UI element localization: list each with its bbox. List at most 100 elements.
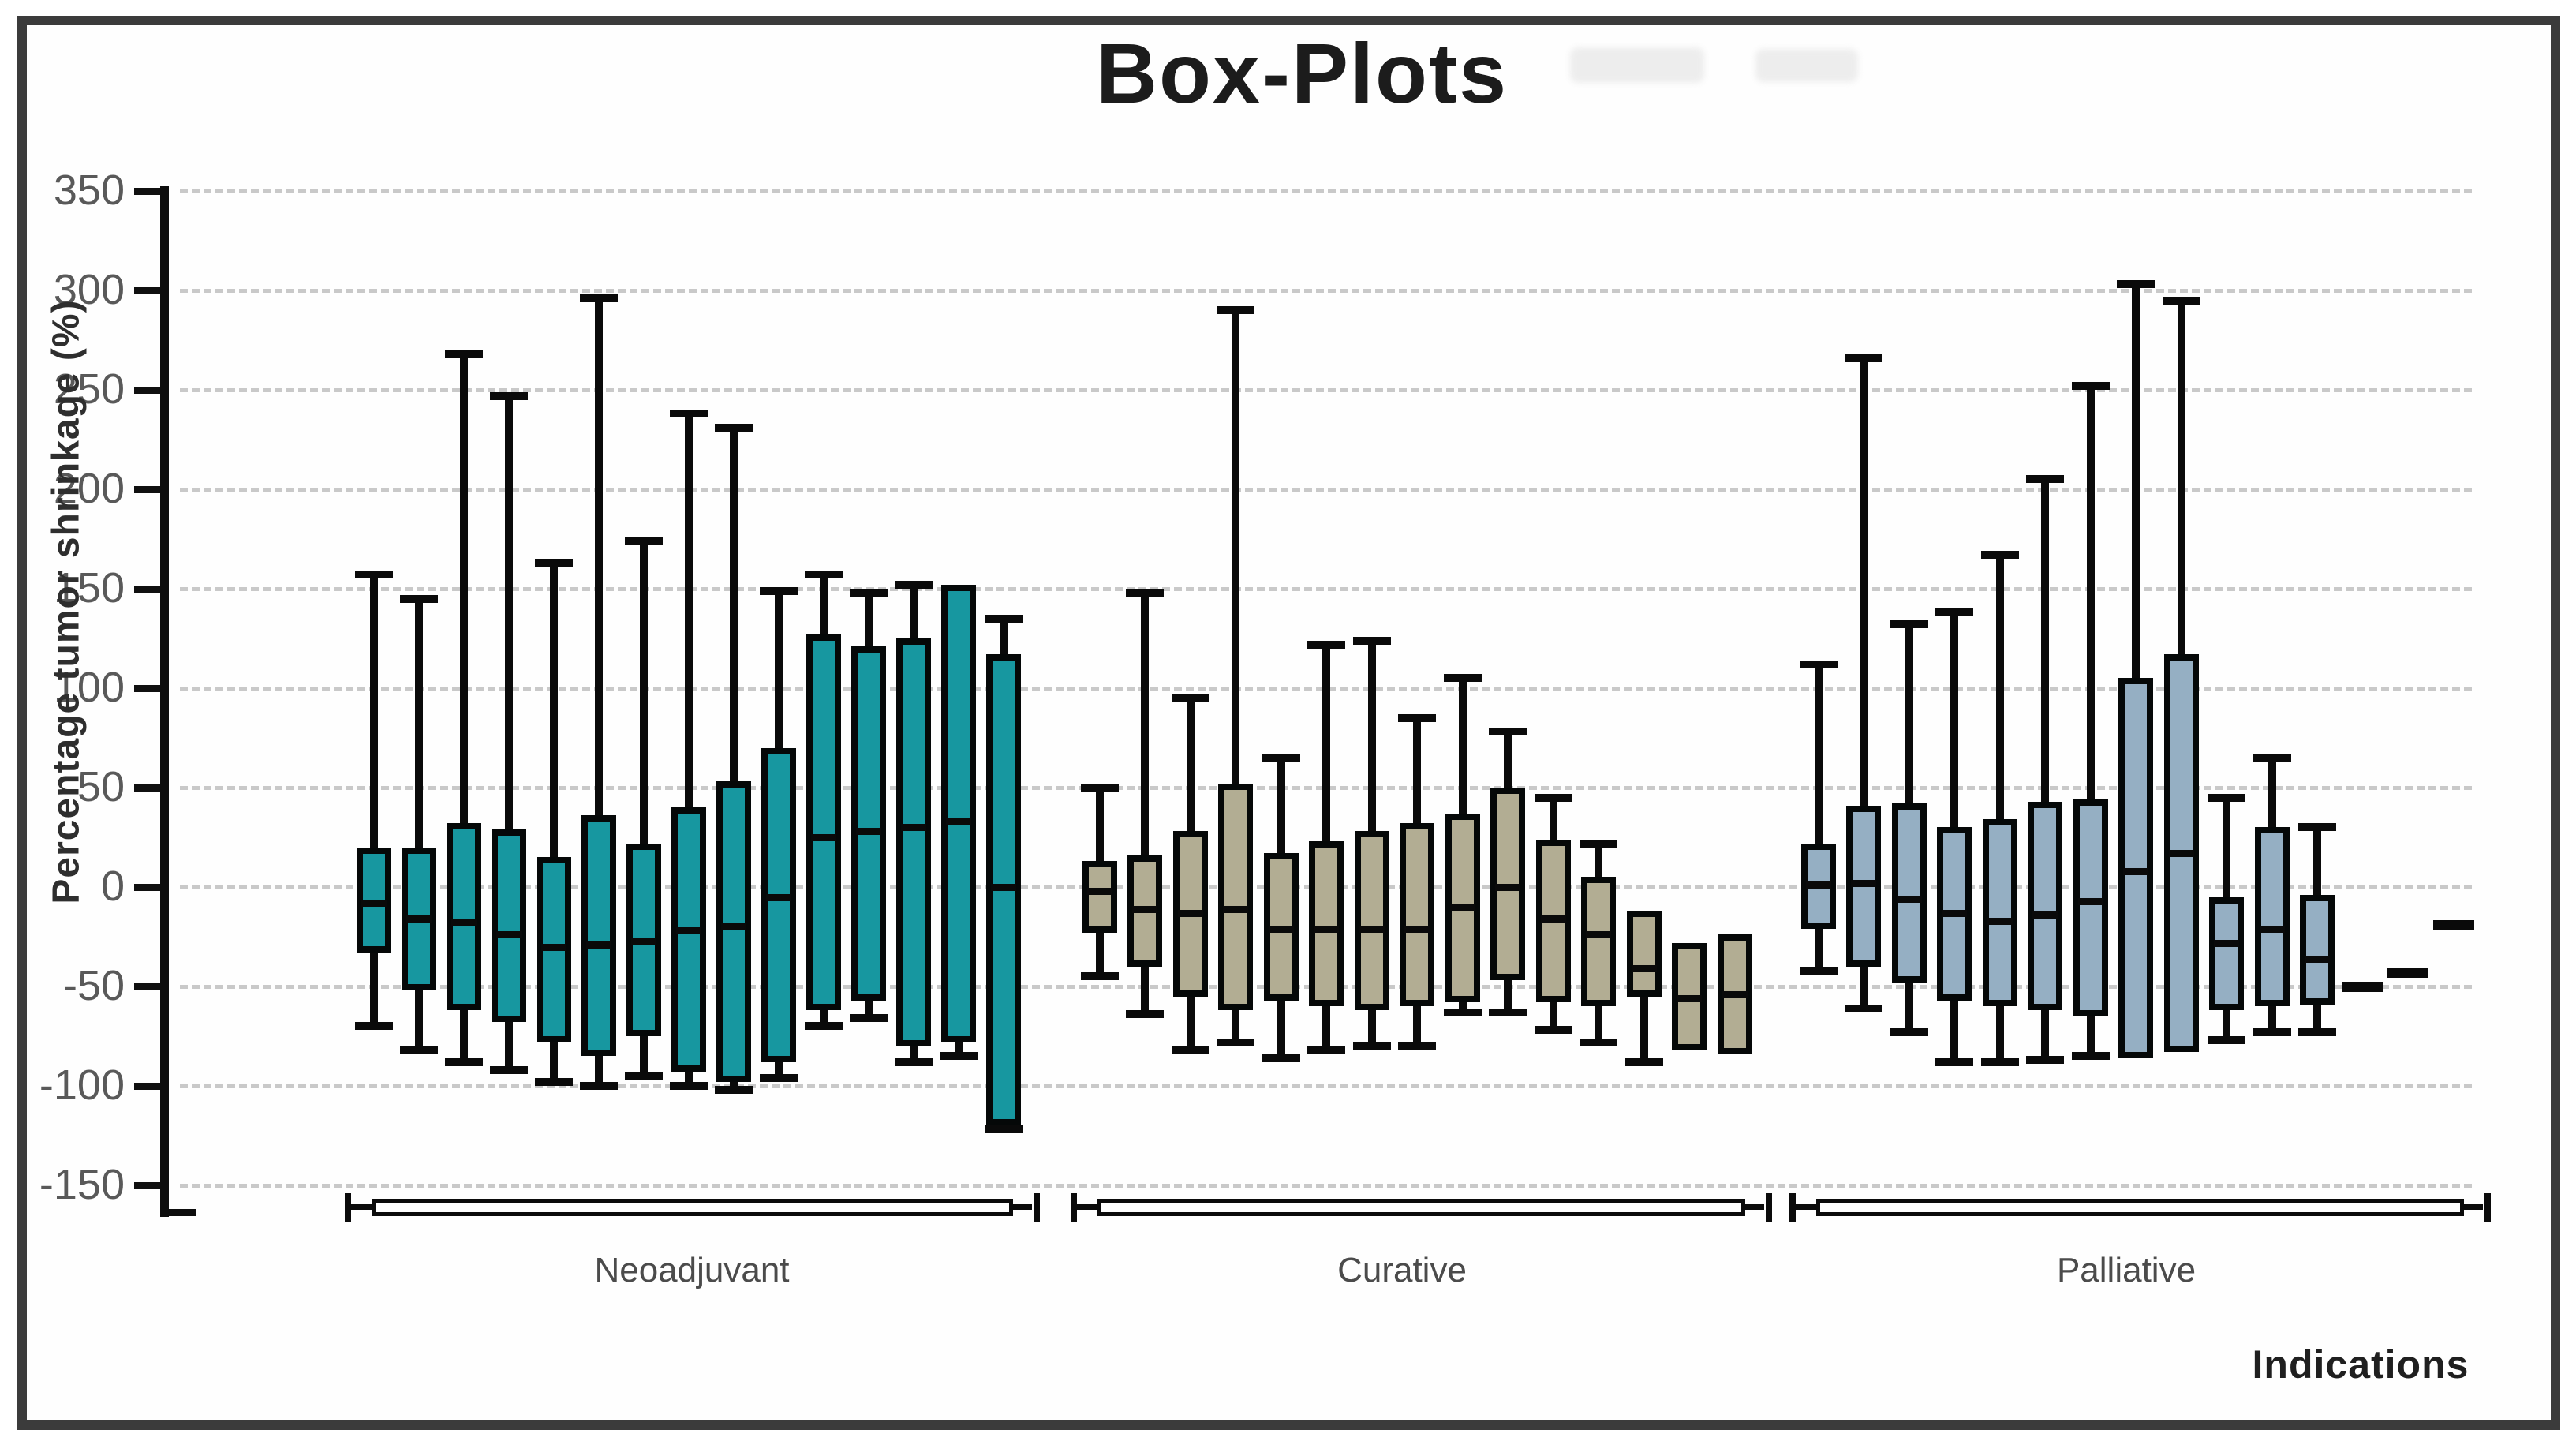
y-tick-label: 300 <box>53 266 125 313</box>
box-plot <box>446 823 481 1010</box>
whisker-line-lower <box>2041 1010 2050 1060</box>
box-plot <box>1218 784 1254 1010</box>
y-tick <box>134 486 167 493</box>
y-tick <box>134 188 167 195</box>
whisker-line-lower <box>684 1072 693 1086</box>
whisker-cap-lower <box>1799 967 1838 975</box>
median-line <box>675 927 701 934</box>
median-line <box>1223 906 1249 913</box>
scan-artifact <box>1570 47 1704 83</box>
y-tick-label: -100 <box>39 1061 125 1109</box>
y-axis-line <box>160 186 169 1217</box>
group-bracket <box>1097 1199 1745 1216</box>
whisker-cap-upper <box>1352 637 1391 645</box>
bracket-stub <box>1010 1204 1032 1210</box>
whisker-cap-upper <box>2071 382 2110 390</box>
whisker-line-lower <box>1950 1001 1959 1062</box>
median-line <box>1086 888 1112 895</box>
box-plot <box>1581 877 1617 1006</box>
box-plot <box>940 585 976 1042</box>
whisker-line-lower <box>1095 933 1104 976</box>
median-line <box>495 931 522 938</box>
y-tick-label: 0 <box>100 863 125 910</box>
y-tick-label: 250 <box>53 365 125 413</box>
y-tick-label: 200 <box>53 465 125 512</box>
median-line <box>1495 884 1521 891</box>
bracket-stub <box>1741 1204 1764 1210</box>
whisker-line-upper <box>1322 645 1331 841</box>
whisker-cap-upper <box>759 587 798 595</box>
box-plot <box>2073 799 2108 1016</box>
whisker-cap-upper <box>714 424 753 432</box>
whisker-cap-upper <box>1171 694 1209 702</box>
bracket-stub <box>2460 1204 2483 1210</box>
group-label-curative: Curative <box>1337 1251 1467 1289</box>
bracket-stub <box>1077 1204 1099 1210</box>
whisker-line-upper <box>864 593 873 646</box>
median-line <box>1177 910 1203 917</box>
whisker-cap-lower <box>1171 1046 1209 1054</box>
box-plot <box>761 748 796 1062</box>
y-tick <box>134 884 167 891</box>
whisker-cap-lower <box>1624 1058 1663 1066</box>
median-line <box>810 834 836 841</box>
whisker-cap-lower <box>804 1022 843 1030</box>
whisker-cap-upper <box>1534 794 1572 802</box>
figure-frame: 350 300 250 200 150 100 50 0 -50 -100 -150 <box>17 16 2560 1430</box>
bracket-end-tick <box>1765 1193 1772 1222</box>
median-line <box>1540 915 1566 923</box>
whisker-line-lower <box>819 1010 828 1026</box>
box-plot <box>716 781 751 1082</box>
gridline--150 <box>180 1184 2472 1188</box>
whisker-cap-lower <box>1352 1042 1391 1050</box>
whisker-line-upper <box>819 575 828 634</box>
box-plot <box>1354 831 1389 1010</box>
whisker-line-lower <box>1814 929 1823 971</box>
whisker-cap-upper <box>2208 794 2246 802</box>
whisker-line-upper <box>774 591 783 748</box>
median-line <box>630 938 656 945</box>
whisker-line-lower <box>954 1042 963 1056</box>
median-line <box>2032 911 2058 919</box>
median-line <box>2077 898 2103 905</box>
box-plot <box>671 807 706 1072</box>
whisker-cap-lower <box>534 1078 573 1086</box>
whisker-cap-upper <box>894 581 933 589</box>
whisker-line-upper <box>999 619 1008 654</box>
whisker-line-upper <box>2313 827 2322 895</box>
whisker-line-lower <box>774 1062 783 1078</box>
gridline-150 <box>180 587 2472 591</box>
whisker-line-upper <box>1860 358 1868 806</box>
whisker-cap-upper <box>1080 784 1119 792</box>
box-plot <box>491 829 526 1022</box>
y-tick <box>134 685 167 692</box>
whisker-cap-lower <box>1126 1010 1165 1018</box>
median-line <box>2123 868 2149 875</box>
whisker-cap-upper <box>399 595 438 603</box>
whisker-line-lower <box>2268 1006 2276 1032</box>
whisker-line-lower <box>1322 1006 1331 1050</box>
box-plot <box>2300 895 2335 1005</box>
median-line <box>765 894 791 901</box>
whisker-cap-upper <box>1890 620 1928 628</box>
whisker-cap-lower <box>1489 1009 1527 1016</box>
y-tick <box>134 983 167 990</box>
whisker-line-lower <box>594 1056 603 1086</box>
whisker-cap-lower <box>1534 1026 1572 1034</box>
whisker-cap-lower <box>1307 1046 1346 1054</box>
whisker-cap-lower <box>714 1086 753 1094</box>
median-line <box>720 923 746 930</box>
whisker-line-lower <box>1232 1010 1240 1042</box>
whisker-line-upper <box>2041 479 2050 802</box>
median-line <box>1359 926 1385 933</box>
whisker-cap-lower <box>1845 1005 1883 1012</box>
box-plot <box>1082 861 1117 933</box>
whisker-cap-upper <box>2298 823 2337 831</box>
whisker-line-upper <box>594 298 603 815</box>
median-line <box>2259 926 2285 933</box>
median-line <box>945 818 971 825</box>
median-line <box>1132 906 1158 913</box>
whisker-cap-lower <box>489 1066 528 1074</box>
whisker-line-lower <box>2223 1010 2231 1040</box>
whisker-cap-upper <box>1799 661 1838 668</box>
